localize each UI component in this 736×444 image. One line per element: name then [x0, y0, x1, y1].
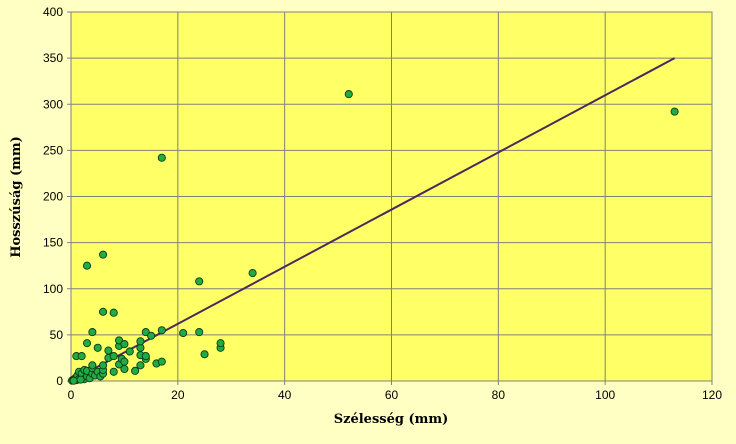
data-point: [136, 337, 145, 346]
y-tick-label: 250: [43, 143, 63, 157]
data-point: [248, 269, 257, 278]
x-tick-label: 100: [595, 388, 615, 402]
y-tick-label: 0: [56, 374, 63, 388]
data-point: [141, 352, 150, 361]
data-point: [120, 340, 129, 349]
data-point: [104, 346, 113, 355]
data-point: [157, 357, 166, 366]
x-tick-label: 80: [492, 388, 506, 402]
data-point: [125, 347, 134, 356]
x-tick-label: 60: [385, 388, 399, 402]
data-point: [157, 153, 166, 162]
y-tick-label: 300: [43, 97, 63, 111]
data-point: [120, 357, 129, 366]
data-point: [99, 250, 108, 259]
data-point: [195, 277, 204, 286]
data-point: [76, 375, 85, 384]
x-tick-label: 40: [278, 388, 292, 402]
data-point: [109, 352, 118, 361]
data-point: [179, 328, 188, 338]
data-point: [344, 90, 353, 99]
data-point: [88, 328, 97, 337]
y-tick-label: 100: [43, 282, 63, 296]
data-point: [216, 339, 225, 348]
y-tick-label: 400: [43, 5, 63, 19]
data-point: [109, 308, 118, 317]
trendline: [70, 57, 676, 382]
data-points: [68, 90, 679, 385]
data-point: [109, 367, 118, 376]
data-point: [99, 361, 108, 370]
data-point: [82, 261, 92, 270]
data-point: [69, 376, 78, 385]
data-point: [77, 352, 86, 361]
y-tick-label: 350: [43, 51, 63, 65]
x-tick-labels: 0 20 40 60 80 100 120: [68, 388, 723, 402]
data-point: [88, 361, 97, 370]
y-tick-label: 200: [43, 190, 63, 204]
y-axis-title: Hosszúság (mm): [9, 136, 24, 258]
data-point: [670, 107, 679, 116]
y-tick-labels: 0 50 100 150 200 250 300 350 400: [43, 5, 63, 388]
x-axis-title: Szélesség (mm): [334, 412, 449, 427]
data-point: [99, 307, 108, 316]
data-point: [82, 339, 92, 348]
data-point: [131, 366, 140, 375]
data-point: [195, 328, 204, 337]
y-tick-label: 150: [43, 236, 63, 250]
data-point: [157, 326, 166, 335]
gridlines: [67, 11, 713, 385]
data-point: [200, 350, 209, 359]
data-point: [147, 331, 156, 340]
y-tick-label: 50: [50, 328, 64, 342]
data-point: [120, 364, 129, 374]
x-tick-label: 0: [68, 388, 75, 402]
x-tick-label: 120: [702, 388, 722, 402]
data-point: [136, 361, 145, 370]
x-tick-label: 20: [171, 388, 185, 402]
data-point: [93, 343, 102, 352]
